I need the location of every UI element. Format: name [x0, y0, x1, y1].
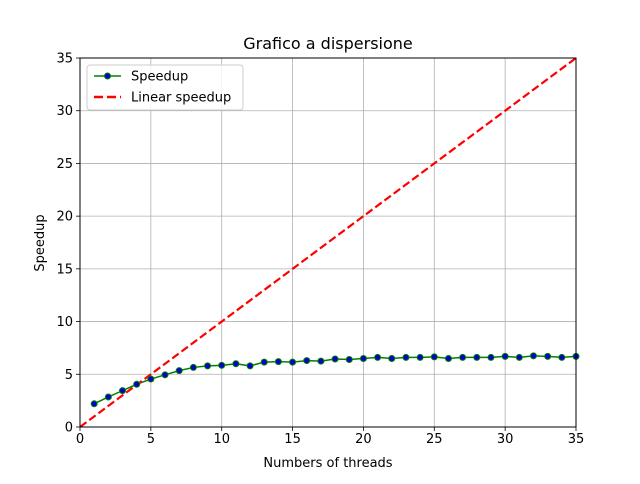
x-axis-label: Numbers of threads [263, 456, 392, 471]
y-tick-label: 0 [65, 421, 73, 436]
data-point-speedup [473, 353, 481, 361]
x-tick-label: 25 [426, 432, 443, 447]
y-tick-label: 20 [56, 210, 73, 225]
data-point-speedup [501, 352, 509, 360]
y-tick-label: 30 [56, 104, 73, 119]
data-point-speedup [161, 371, 169, 379]
x-tick-label: 0 [76, 432, 84, 447]
y-axis-label: Speedup [33, 214, 48, 271]
x-tick-label: 15 [284, 432, 301, 447]
data-point-speedup [331, 355, 339, 363]
data-point-speedup [204, 362, 212, 370]
data-point-speedup [558, 353, 566, 361]
data-point-speedup [402, 353, 410, 361]
data-point-speedup [274, 358, 282, 366]
data-point-speedup [104, 393, 112, 401]
data-point-speedup [90, 400, 98, 408]
data-point-speedup [515, 353, 523, 361]
data-point-speedup [444, 354, 452, 362]
data-point-speedup [119, 387, 127, 395]
x-tick-label: 30 [497, 432, 514, 447]
data-point-speedup [218, 361, 226, 369]
data-point-speedup [232, 360, 240, 368]
y-tick-label: 35 [56, 52, 73, 67]
data-point-speedup [246, 362, 254, 370]
y-tick-label: 15 [56, 262, 73, 277]
legend-label-speedup: Speedup [131, 70, 188, 85]
data-point-speedup [133, 380, 141, 388]
data-point-speedup [374, 353, 382, 361]
data-point-speedup [359, 354, 367, 362]
data-point-speedup [260, 358, 268, 366]
data-point-speedup [189, 363, 197, 371]
data-point-speedup [303, 357, 311, 365]
data-point-speedup [416, 353, 424, 361]
data-point-speedup [147, 375, 155, 383]
axes-frame [79, 57, 577, 428]
y-tick-label: 25 [56, 157, 73, 172]
data-point-speedup [345, 356, 353, 364]
data-point-speedup [529, 352, 537, 360]
x-tick-label: 5 [147, 432, 155, 447]
x-tick-label: 20 [355, 432, 372, 447]
data-point-speedup [430, 353, 438, 361]
series-layer [80, 58, 580, 427]
data-point-speedup [544, 352, 552, 360]
data-point-speedup [487, 353, 495, 361]
x-tick-label: 35 [568, 432, 585, 447]
legend: Speedup Linear speedup [86, 64, 244, 111]
data-point-speedup [317, 357, 325, 365]
axis-ticks: 0 5 10 15 20 25 30 35 0 5 10 15 20 25 30 35 [56, 52, 584, 448]
data-point-speedup [289, 358, 297, 366]
data-point-speedup [175, 367, 183, 375]
y-tick-label: 10 [56, 315, 73, 330]
legend-label-linear: Linear speedup [131, 91, 231, 106]
legend-marker-speedup [104, 72, 111, 80]
data-point-speedup [388, 354, 396, 362]
x-tick-label: 10 [213, 432, 230, 447]
y-tick-label: 5 [65, 368, 73, 383]
legend-box [86, 64, 244, 111]
chart-title: Grafico a dispersione [243, 34, 413, 53]
data-point-speedup [459, 353, 467, 361]
